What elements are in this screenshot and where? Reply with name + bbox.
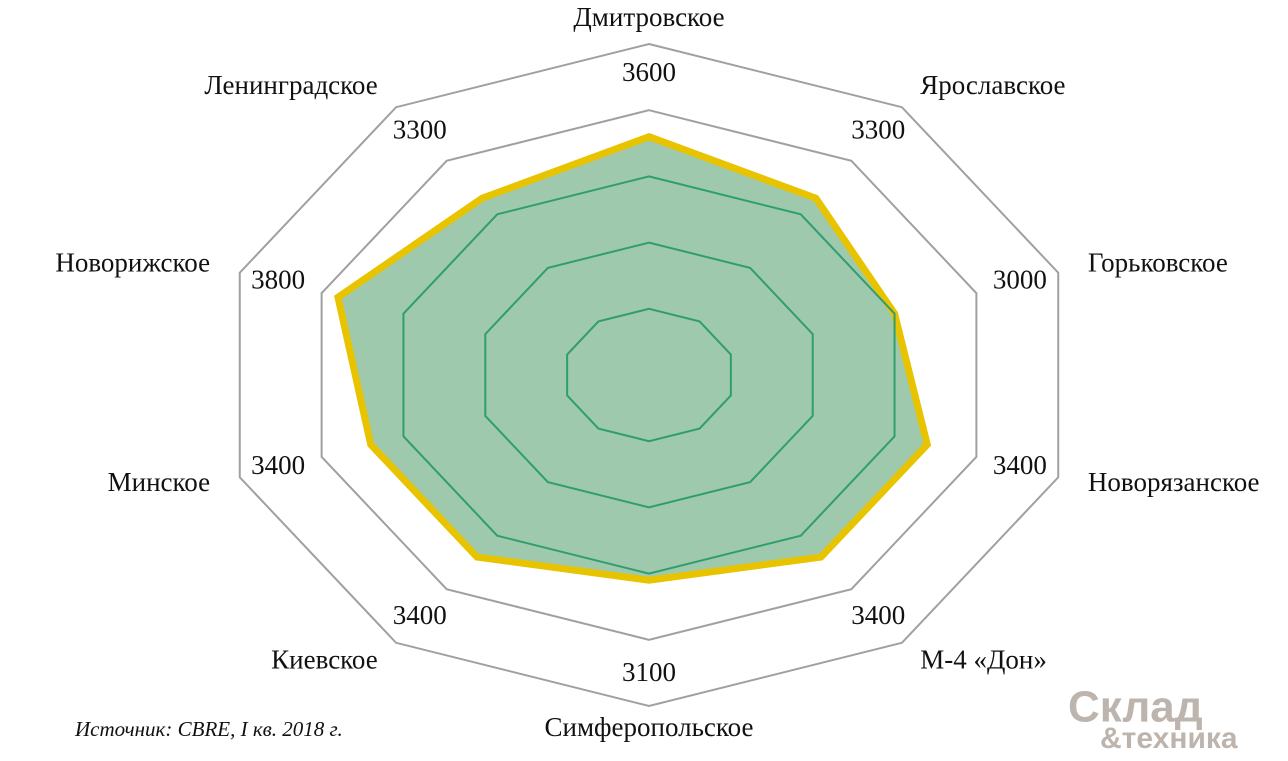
axis-label: Новорязанское: [1088, 467, 1260, 497]
value-label: 3400: [993, 450, 1047, 480]
value-label: 3100: [622, 657, 676, 687]
axis-label: Киевское: [271, 644, 378, 674]
radar-area: [334, 132, 932, 584]
value-label: 3000: [993, 264, 1047, 294]
axis-label: Симферопольское: [545, 712, 754, 742]
logo: Склад: [1068, 683, 1203, 732]
axis-label: Ленинградское: [204, 70, 377, 100]
value-label: 3300: [851, 114, 905, 144]
value-label: 3600: [622, 57, 676, 87]
value-label: 3400: [251, 450, 305, 480]
axis-label: Дмитровское: [573, 2, 724, 32]
value-label: 3800: [251, 264, 305, 294]
grid-ring: [402, 175, 896, 575]
value-label: 3400: [393, 600, 447, 630]
axis-label: Ярославское: [920, 70, 1065, 100]
axis-label: М-4 «Дон»: [920, 644, 1047, 674]
axis-label: Новорижское: [55, 248, 210, 278]
grid-ring: [320, 109, 978, 641]
value-label: 3300: [393, 114, 447, 144]
axis-label: Минское: [108, 467, 210, 497]
grid-ring: [238, 42, 1060, 708]
grid-ring: [484, 241, 814, 509]
logo: &техника: [1100, 722, 1238, 755]
axis-label: Горьковское: [1088, 248, 1228, 278]
value-label: 3400: [851, 600, 905, 630]
grid-ring: [566, 307, 732, 443]
source-note: Источник: CBRE, I кв. 2018 г.: [74, 717, 343, 741]
